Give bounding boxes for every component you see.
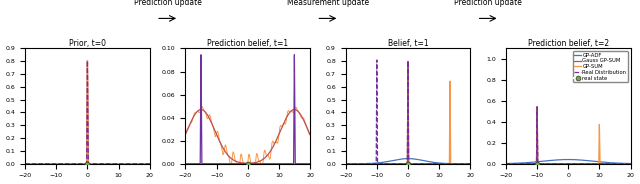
Legend: GP-ADF, Gauss GP-SUM, GP-SUM, Real Distribution, real state: GP-ADF, Gauss GP-SUM, GP-SUM, Real Distr… xyxy=(573,51,628,82)
Title: Prediction belief, t=1: Prediction belief, t=1 xyxy=(207,39,288,48)
Title: Belief, t=1: Belief, t=1 xyxy=(388,39,428,48)
Text: Measurement update: Measurement update xyxy=(287,0,369,7)
Title: Prior, t=0: Prior, t=0 xyxy=(69,39,106,48)
Text: Prediction update: Prediction update xyxy=(134,0,202,7)
Title: Prediction belief, t=2: Prediction belief, t=2 xyxy=(527,39,609,48)
Text: Prediction update: Prediction update xyxy=(454,0,522,7)
